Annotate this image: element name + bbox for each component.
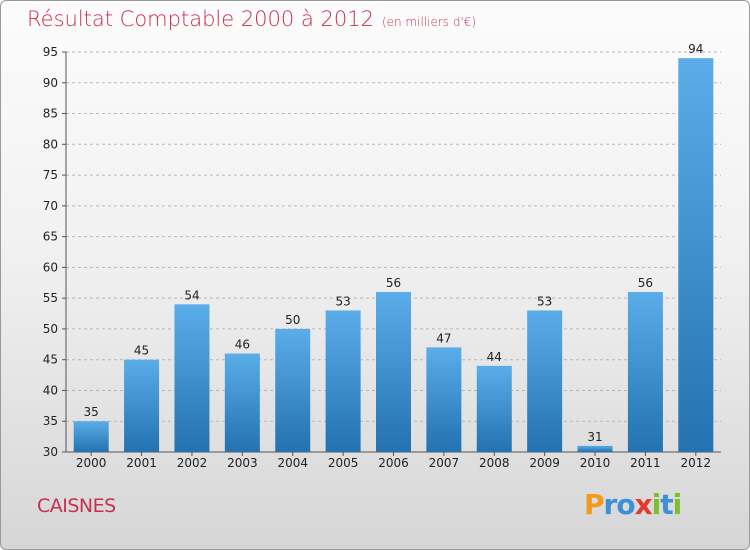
x-tick-label: 2003 xyxy=(227,456,258,470)
y-tick-label: 95 xyxy=(43,45,58,59)
y-tick-label: 80 xyxy=(43,137,58,151)
bar xyxy=(124,359,160,452)
bar-value-label: 54 xyxy=(184,288,199,302)
bar xyxy=(577,445,613,452)
x-tick-label: 2006 xyxy=(378,456,409,470)
y-tick-label: 40 xyxy=(43,383,58,397)
bar-value-label: 45 xyxy=(134,344,149,358)
bar-value-label: 56 xyxy=(638,276,653,290)
brand-letter: r xyxy=(603,488,618,521)
x-tick-label: 2002 xyxy=(177,456,208,470)
x-tick-label: 2011 xyxy=(630,456,661,470)
brand-letter: i xyxy=(672,488,683,521)
proxiti-logo[interactable]: Proxiti xyxy=(584,488,683,521)
x-tick-label: 2009 xyxy=(529,456,560,470)
x-tick-label: 2012 xyxy=(681,456,712,470)
y-tick-label: 75 xyxy=(43,168,58,182)
brand-letter: x xyxy=(634,488,653,521)
bar xyxy=(325,310,361,452)
bar xyxy=(224,353,260,452)
y-tick-label: 90 xyxy=(43,76,58,90)
bar xyxy=(678,58,714,453)
y-tick-label: 30 xyxy=(43,445,58,459)
chart-title: Résultat Comptable 2000 à 2012 (en millie… xyxy=(27,7,476,31)
chart-title-text: Résultat Comptable 2000 à 2012 xyxy=(27,7,374,31)
bar xyxy=(174,304,210,452)
bar-value-label: 44 xyxy=(487,350,502,364)
bar xyxy=(476,365,512,452)
x-tick-label: 2005 xyxy=(328,456,359,470)
bar-value-label: 94 xyxy=(688,42,703,56)
brand-letter: P xyxy=(584,488,605,521)
brand-letter: i xyxy=(651,488,662,521)
commune-name: CAISNES xyxy=(37,495,116,517)
bar-value-label: 56 xyxy=(386,276,401,290)
bar-value-label: 53 xyxy=(537,294,552,308)
y-tick-label: 60 xyxy=(43,260,58,274)
bar-value-label: 50 xyxy=(285,313,300,327)
bar xyxy=(627,292,663,452)
x-tick-label: 2007 xyxy=(429,456,460,470)
bar-value-label: 53 xyxy=(335,294,350,308)
chart-subtitle: (en milliers d'€) xyxy=(381,15,477,29)
x-tick-label: 2001 xyxy=(126,456,157,470)
y-tick-label: 55 xyxy=(43,291,58,305)
y-tick-label: 65 xyxy=(43,230,58,244)
bars xyxy=(73,58,714,453)
bar xyxy=(527,310,563,452)
y-tick-label: 85 xyxy=(43,107,58,121)
y-tick-label: 45 xyxy=(43,353,58,367)
y-tick-label: 70 xyxy=(43,199,58,213)
bar xyxy=(426,347,462,452)
bar-value-label: 35 xyxy=(84,405,99,419)
x-tick-label: 2010 xyxy=(580,456,611,470)
y-tick-label: 35 xyxy=(43,414,58,428)
bar-value-label: 47 xyxy=(436,331,451,345)
bar xyxy=(73,421,109,452)
brand-letter: o xyxy=(616,488,635,521)
bar-value-label: 46 xyxy=(235,338,250,352)
labels: 35 2000 45 2001 54 2002 46 2003 50 2004 53 2005 56 20… xyxy=(76,42,711,470)
x-tick-label: 2008 xyxy=(479,456,510,470)
bar xyxy=(275,328,311,452)
bar xyxy=(376,292,411,452)
x-tick-label: 2004 xyxy=(277,456,308,470)
y-tick-label: 50 xyxy=(43,322,58,336)
bar-value-label: 31 xyxy=(587,430,602,444)
x-tick-label: 2000 xyxy=(76,456,107,470)
brand-letter: t xyxy=(660,488,673,521)
